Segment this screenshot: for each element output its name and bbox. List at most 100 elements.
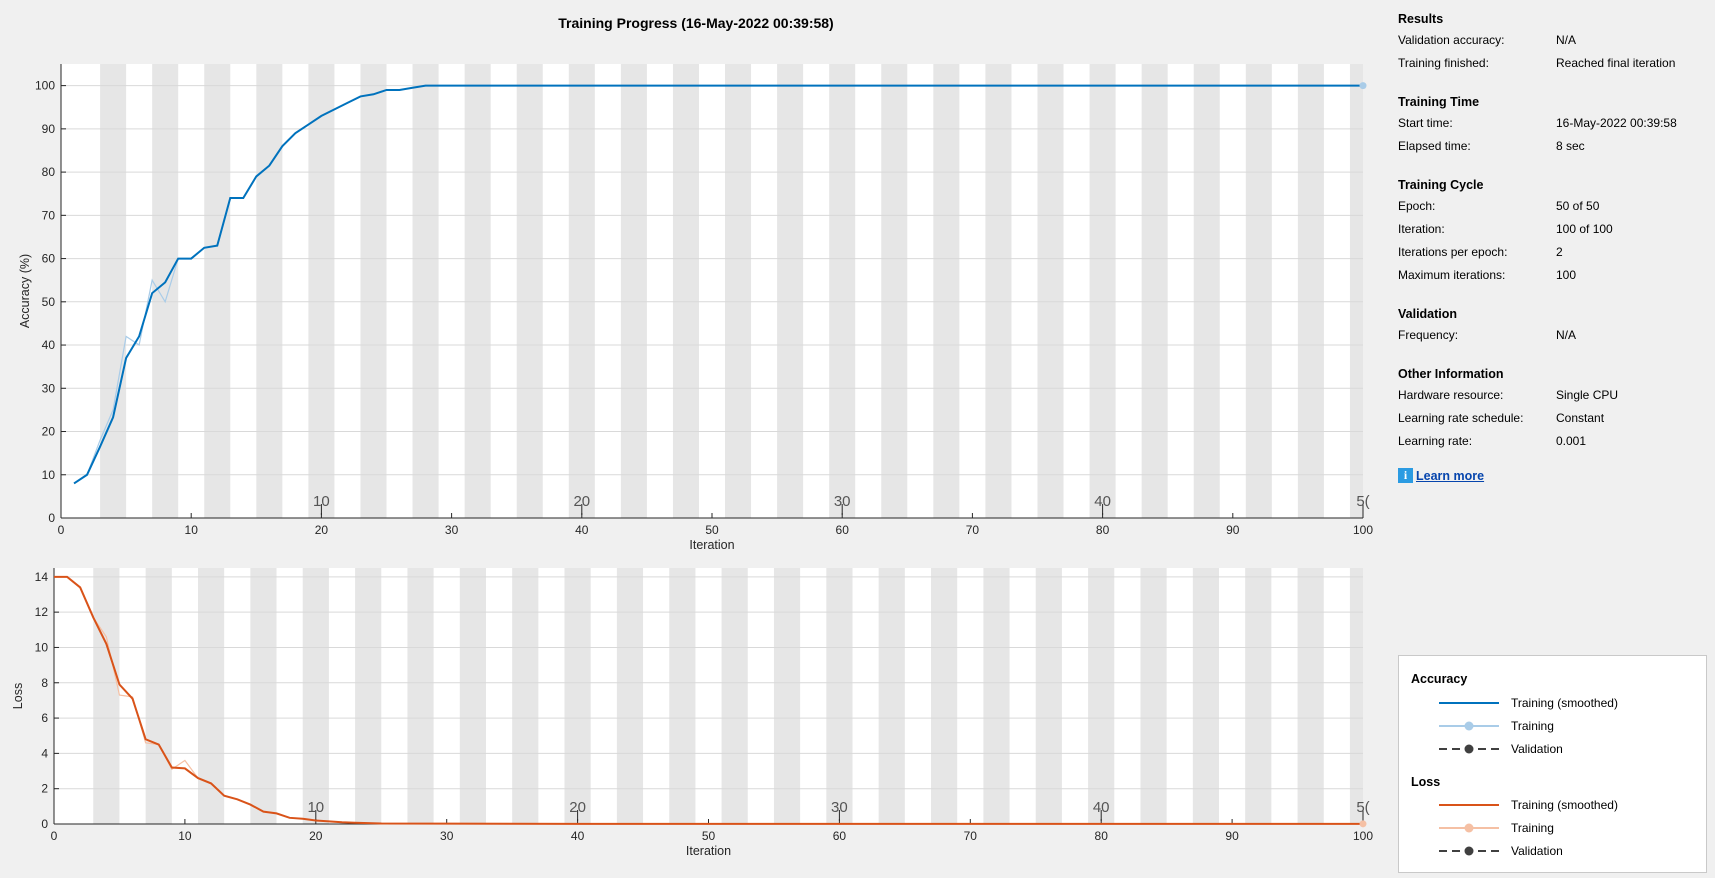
epoch-tick-label: 5( — [1356, 799, 1369, 816]
epoch-band — [302, 568, 329, 824]
info-key: Epoch: — [1398, 199, 1436, 213]
epoch-band — [1349, 64, 1363, 518]
epoch-band — [985, 64, 1012, 518]
x-tick-label: 20 — [315, 523, 329, 537]
epoch-band — [721, 568, 748, 824]
info-value: 16-May-2022 00:39:58 — [1556, 116, 1677, 130]
x-tick-label: 60 — [833, 829, 847, 843]
x-tick-label: 80 — [1095, 829, 1109, 843]
info-row: Iteration: 100 of 100 — [1398, 221, 1698, 244]
epoch-band — [355, 568, 382, 824]
learn-more: i Learn more — [1398, 468, 1698, 483]
info-value: N/A — [1556, 328, 1577, 342]
section-heading: Other Information — [1398, 367, 1504, 381]
epoch-band — [308, 64, 335, 518]
x-tick-label: 20 — [309, 829, 323, 843]
info-value: 100 — [1556, 268, 1577, 282]
epoch-band — [204, 64, 231, 518]
info-row: Frequency: N/A — [1398, 327, 1698, 350]
x-axis-label: Iteration — [689, 538, 734, 552]
section-heading: Training Cycle — [1398, 178, 1484, 192]
x-tick-label: 100 — [1353, 829, 1373, 843]
info-value: 2 — [1556, 245, 1563, 259]
epoch-tick-label: 20 — [569, 799, 586, 816]
epoch-band — [250, 568, 277, 824]
x-tick-label: 40 — [571, 829, 585, 843]
epoch-band — [1140, 568, 1167, 824]
y-tick-label: 90 — [42, 122, 56, 136]
y-tick-label: 50 — [42, 295, 56, 309]
x-tick-label: 40 — [575, 523, 589, 537]
legend-accuracy-heading: Accuracy — [1411, 672, 1468, 686]
legend-item-accuracy-training: Training — [1439, 716, 1699, 736]
x-tick-label: 50 — [702, 829, 716, 843]
y-tick-label: 6 — [41, 711, 48, 725]
section-heading: Results — [1398, 12, 1444, 26]
epoch-band — [878, 568, 905, 824]
legend-label: Training — [1511, 719, 1554, 733]
legend-item-loss-smoothed: Training (smoothed) — [1439, 795, 1699, 815]
epoch-tick-label: 40 — [1093, 799, 1110, 816]
y-tick-label: 10 — [42, 468, 56, 482]
epoch-band — [93, 568, 120, 824]
info-key: Elapsed time: — [1398, 139, 1471, 153]
legend-label: Validation — [1511, 742, 1563, 756]
info-key: Learning rate schedule: — [1398, 411, 1524, 425]
info-row: Start time: 16-May-2022 00:39:58 — [1398, 115, 1698, 138]
epoch-band — [1297, 64, 1324, 518]
y-tick-label: 100 — [35, 79, 55, 93]
epoch-band — [826, 568, 853, 824]
legend-label: Training — [1511, 821, 1554, 835]
x-tick-label: 100 — [1353, 523, 1373, 537]
x-tick-label: 80 — [1096, 523, 1110, 537]
y-tick-label: 8 — [41, 676, 48, 690]
section-heading: Training Time — [1398, 95, 1480, 109]
legend-item-loss-training: Training — [1439, 818, 1699, 838]
line-swatch-icon — [1439, 804, 1499, 806]
learn-more-link[interactable]: Learn more — [1416, 468, 1485, 483]
info-key: Start time: — [1398, 116, 1453, 130]
page-title: Training Progress (16-May-2022 00:39:58) — [558, 15, 834, 31]
line-marker-swatch-icon — [1439, 823, 1499, 833]
loss-plot: 0 10 20 30 40 50 60 70 80 90 100 0 2 4 6 8 10 12 14 10 20 30 4… — [11, 568, 1373, 858]
x-tick-label: 90 — [1226, 523, 1240, 537]
info-key: Learning rate: — [1398, 434, 1473, 448]
y-tick-label: 20 — [42, 425, 56, 439]
training-smoothed-series-line — [73, 84, 1363, 485]
epoch-tick-label: 30 — [834, 493, 851, 510]
epoch-band — [773, 568, 801, 824]
epoch-band — [464, 64, 491, 518]
epoch-band — [568, 64, 595, 518]
section-heading: Validation — [1398, 307, 1458, 321]
y-tick-label: 14 — [35, 570, 49, 584]
epoch-band — [197, 568, 225, 824]
epoch-band — [1037, 64, 1064, 518]
info-icon: i — [1398, 468, 1413, 483]
epoch-band — [1089, 64, 1116, 518]
y-tick-label: 60 — [42, 252, 56, 266]
x-tick-label: 60 — [836, 523, 850, 537]
epoch-band — [145, 568, 172, 824]
info-value: 50 of 50 — [1556, 199, 1600, 213]
x-axis-label: Iteration — [686, 844, 731, 858]
x-tick-label: 50 — [705, 523, 719, 537]
info-value: Single CPU — [1556, 388, 1619, 402]
epoch-band — [1192, 568, 1220, 824]
epoch-band — [407, 568, 434, 824]
legend-panel: Accuracy Training (smoothed) Training Va… — [1398, 655, 1707, 873]
info-value: N/A — [1556, 33, 1577, 47]
dashed-line-marker-swatch-icon — [1439, 846, 1499, 856]
x-tick-label: 0 — [58, 523, 65, 537]
epoch-band — [725, 64, 752, 518]
epoch-band — [1349, 568, 1363, 824]
info-row: Hardware resource: Single CPU — [1398, 387, 1698, 410]
legend-label: Validation — [1511, 844, 1563, 858]
y-tick-label: 12 — [35, 605, 49, 619]
x-tick-label: 30 — [440, 829, 454, 843]
epoch-band — [1193, 64, 1220, 518]
epoch-band — [829, 64, 856, 518]
epoch-band — [1035, 568, 1062, 824]
epoch-band — [1141, 64, 1168, 518]
x-tick-label: 30 — [445, 523, 459, 537]
epoch-tick-label: 10 — [307, 799, 324, 816]
